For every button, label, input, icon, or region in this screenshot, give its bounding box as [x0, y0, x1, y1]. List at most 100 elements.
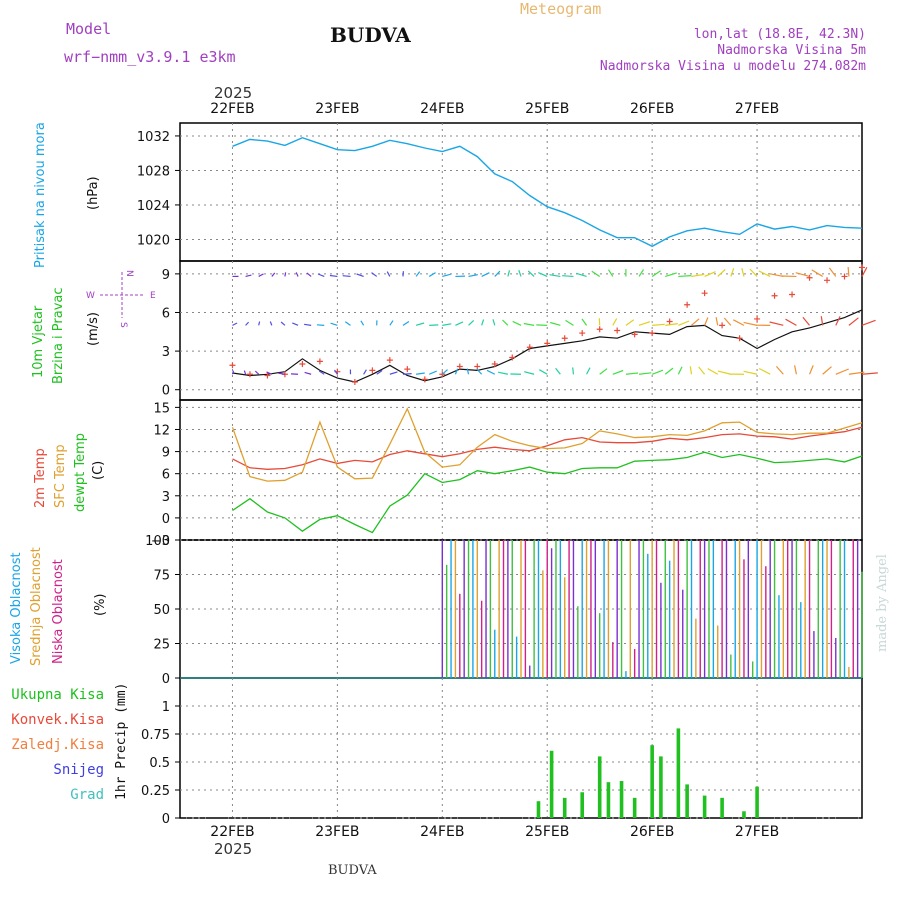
compass-rose: W E N S — [86, 270, 156, 328]
wind-arrow — [271, 272, 276, 277]
y-tick-label: 0 — [162, 384, 170, 399]
wind-arrow — [371, 272, 378, 277]
wind-arrow — [492, 319, 496, 326]
wind-arrow — [835, 368, 849, 375]
wind-arrow — [512, 320, 522, 326]
y-tick-label: 0.75 — [141, 728, 170, 743]
wind-arrow — [550, 321, 561, 326]
wind-arrow — [576, 272, 587, 278]
gust-marker — [754, 315, 761, 322]
precip-bar — [549, 750, 554, 818]
gust-marker — [579, 330, 586, 337]
wind-arrow — [441, 369, 448, 375]
wind-arrow — [415, 322, 425, 326]
wind-arrow — [822, 366, 832, 375]
wind-arrow — [691, 318, 700, 326]
wind-arrow — [565, 319, 574, 326]
y-tick-label: 1024 — [137, 199, 170, 214]
gust-marker — [719, 322, 726, 329]
wind-arrow — [523, 322, 535, 326]
y-tick-label: 6 — [162, 306, 170, 321]
wind-arrow — [468, 274, 478, 278]
wind-arrow — [811, 269, 823, 277]
precip-bar — [742, 811, 746, 818]
wind-arrow — [245, 321, 250, 326]
wind-arrow — [258, 273, 264, 277]
wind-arrow — [769, 321, 784, 326]
precip-unit: 1hr Precip (mm) — [114, 683, 129, 800]
wind-arrow — [254, 370, 260, 375]
sfc-ylabel: SFC Temp — [53, 444, 68, 508]
wind-arrow — [665, 323, 678, 326]
gust-marker — [561, 335, 568, 342]
wind-arrow — [402, 373, 412, 375]
wind-arrow — [733, 319, 745, 326]
wind-arrow — [454, 368, 459, 375]
wind-arrow — [266, 371, 273, 375]
gust-marker — [509, 354, 516, 361]
wind-arrow — [612, 369, 624, 375]
precip-bar — [597, 756, 602, 818]
wind-arrow — [704, 271, 716, 277]
wind-arrow — [481, 272, 490, 277]
wind-arrow — [415, 271, 421, 277]
wind-arrow — [363, 369, 367, 375]
gust-marker — [316, 358, 323, 365]
wind-arrow — [344, 321, 351, 326]
gust-marker — [299, 360, 306, 367]
wind-arrow — [306, 272, 312, 277]
gust-marker — [404, 366, 411, 373]
wind-arrow — [555, 367, 561, 375]
precip-bar — [536, 801, 541, 818]
y-tick-label: 9 — [162, 268, 170, 283]
panel-frame-0 — [179, 122, 863, 262]
wind-arrow — [318, 370, 325, 375]
panel-frame-4 — [179, 677, 863, 819]
footer-city: BUDVA — [328, 863, 377, 878]
y-tick-label: 12 — [153, 423, 170, 438]
panels-group: 1032102810241020963015129630−31007550250… — [137, 101, 878, 840]
wind-ylabel-2: Brzina i Pravac — [51, 287, 66, 384]
gust-marker — [386, 357, 393, 364]
wind-arrow — [625, 372, 639, 375]
wind-arrow — [334, 369, 338, 375]
wind-arrow — [386, 271, 391, 277]
gust-marker — [859, 264, 865, 271]
wind-arrow — [607, 269, 614, 277]
precip-legend: Ukupna Kisa Konvek.Kisa Zaledj.Kisa Snij… — [11, 683, 129, 803]
wind-arrow — [707, 368, 719, 375]
wind-arrow — [785, 318, 797, 326]
wind-arrow — [758, 270, 771, 277]
wind-arrow — [743, 370, 758, 375]
panel-frame-1 — [179, 260, 863, 401]
y-tick-label: 0 — [162, 812, 170, 827]
y-tick-label: 9 — [162, 446, 170, 461]
wind-arrow — [749, 268, 758, 277]
y-tick-label: 25 — [153, 638, 170, 653]
wind-arrow — [665, 272, 677, 278]
wind-arrow — [232, 322, 238, 326]
wind-arrow — [847, 266, 850, 277]
compass-w: W — [86, 291, 95, 301]
gust-marker — [474, 363, 481, 370]
gust-marker — [649, 330, 656, 337]
temp2m-ylabel: 2m Temp — [33, 448, 48, 508]
y-tick-label: 50 — [153, 603, 170, 618]
wind-arrow — [835, 316, 841, 326]
wind-arrow — [360, 320, 365, 326]
wind-arrow — [723, 317, 732, 326]
year-label-top: 2025 — [214, 84, 252, 102]
wind-arrow — [402, 320, 410, 326]
wind-arrow — [743, 321, 758, 326]
gust-marker — [421, 376, 428, 383]
x-tick-label-top: 27FEB — [735, 101, 779, 117]
gust-marker — [526, 344, 533, 351]
credit-label: made by Angel — [875, 554, 890, 652]
legend-snow: Snijeg — [53, 762, 104, 778]
wind-arrow — [769, 273, 784, 278]
wind-arrow — [861, 319, 876, 326]
y-tick-label: 15 — [153, 401, 170, 416]
y-tick-label: 1 — [162, 700, 170, 715]
product-title: Meteogram — [520, 0, 601, 18]
wind-arrow — [638, 321, 651, 326]
